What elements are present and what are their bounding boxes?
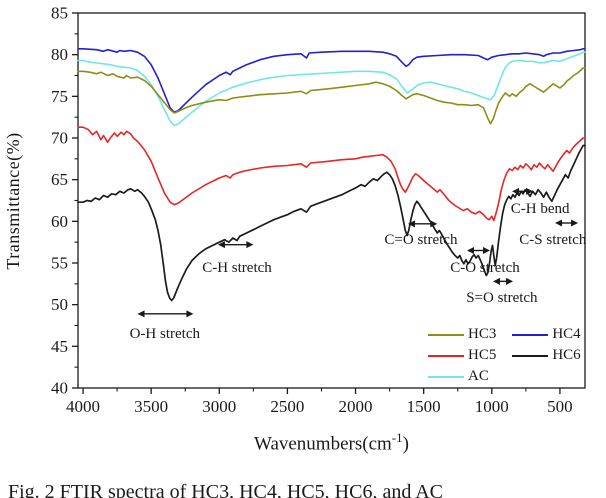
legend-line-hc6	[512, 354, 549, 357]
legend-label-hc3: HC3	[468, 326, 497, 342]
legend-item-hc4: HC4	[512, 326, 581, 343]
y-axis-tick-label: 85	[51, 4, 68, 23]
annotation-arrowhead-right-s-o-stretch	[506, 277, 514, 285]
annotation-arrowhead-left-c-o-stretch	[467, 247, 475, 254]
annotation-arrowhead-right-c-h-stretch	[246, 241, 254, 249]
x-axis-tick-label: 3500	[134, 397, 168, 416]
y-axis-tick-label: 45	[51, 337, 68, 356]
annotation-label-s-o-stretch: S=O stretch	[466, 290, 538, 306]
annotation-label-c-h-bend: C-H bend	[511, 201, 570, 217]
x-axis-tick-label: 4000	[66, 397, 100, 416]
series-HC5	[77, 126, 586, 222]
x-axis-title: Wavenumbers(cm-1)	[78, 430, 585, 455]
annotation-label-c-o-stretch: C-O stretch	[450, 260, 520, 276]
y-axis-title: Transmittance(%)	[3, 132, 23, 270]
y-axis-tick-label: 50	[51, 295, 68, 314]
legend-line-hc4	[512, 333, 549, 336]
annotation-arrowhead-left-c-h-bend	[512, 187, 520, 195]
x-axis-tick-label: 500	[547, 397, 573, 416]
y-axis-tick-label: 80	[51, 45, 68, 64]
series-HC3	[77, 67, 586, 125]
x-axis-title-text: Wavenumbers(cm	[254, 433, 392, 455]
annotation-arrowhead-right-c-h-bend	[526, 187, 534, 195]
x-axis-title-superscript: -1	[391, 430, 403, 445]
annotation-label-c-h-stretch: C-H stretch	[202, 260, 272, 276]
y-axis-tick-label: 75	[51, 87, 68, 106]
annotation-arrowhead-right-c-s-stretch	[571, 219, 579, 227]
x-axis-title-close: )	[402, 433, 409, 455]
annotation-arrowhead-left-o-h-stretch	[137, 310, 145, 318]
annotation-arrowhead-left-c-s-stretch	[555, 219, 563, 227]
chart-svg: 4000 3500 3000 2500 2000 1500 1000 500 85 80 75 70 6…	[51, 4, 587, 417]
legend-line-hc5	[428, 354, 464, 357]
x-axis-tick-label: 1000	[475, 397, 509, 416]
x-axis-tick-label: 1500	[407, 397, 441, 416]
annotation-arrowhead-right-c-o-stretch	[430, 220, 438, 228]
y-axis-tick-label: 40	[51, 379, 68, 398]
y-axis-tick-label: 60	[51, 212, 68, 231]
y-axis-tick-label: 65	[51, 170, 68, 189]
legend-item-hc6: HC6	[512, 347, 581, 364]
legend-item-hc5: HC5	[428, 347, 496, 364]
series-HC6	[77, 144, 586, 302]
legend-item-ac: AC	[428, 368, 496, 385]
annotation-label-c-s-stretch: C-S stretch	[519, 232, 587, 248]
y-axis-tick-label: 70	[51, 129, 68, 148]
annotation-arrowhead-right-o-h-stretch	[186, 310, 194, 318]
legend-label-ac: AC	[468, 368, 489, 384]
annotation-arrowhead-right-c-o-stretch	[483, 247, 491, 254]
legend-label-hc6: HC6	[552, 347, 581, 363]
legend: HC3 HC4 HC5 HC6 AC	[428, 326, 581, 385]
series-HC4	[77, 47, 586, 113]
annotation-label-o-h-stretch: O-H stretch	[130, 326, 201, 342]
figure-caption: Fig. 2 FTIR spectra of HC3, HC4, HC5, HC…	[8, 481, 443, 498]
legend-label-hc5: HC5	[468, 347, 497, 363]
annotation-arrowhead-left-c-h-stretch	[217, 241, 225, 249]
x-axis-tick-label: 2500	[270, 397, 304, 416]
annotation-arrowhead-left-c-o-stretch	[408, 220, 416, 228]
y-axis-tick-label: 55	[51, 254, 68, 273]
legend-line-ac	[428, 375, 464, 378]
legend-label-hc4: HC4	[552, 326, 581, 342]
x-axis-tick-label: 3000	[202, 397, 236, 416]
legend-line-hc3	[428, 333, 464, 336]
annotation-label-c-o-stretch: C=O stretch	[384, 232, 458, 248]
x-axis-tick-label: 2000	[339, 397, 373, 416]
annotation-arrowhead-left-s-o-stretch	[493, 277, 501, 285]
legend-item-hc3: HC3	[428, 326, 496, 343]
